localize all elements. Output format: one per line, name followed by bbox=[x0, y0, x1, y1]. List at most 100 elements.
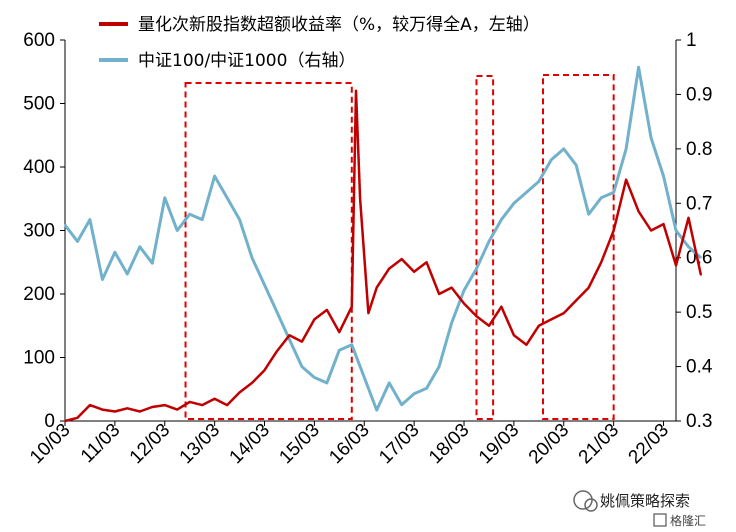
data-point-excess-return bbox=[64, 420, 66, 422]
data-point-csi-ratio bbox=[176, 229, 179, 232]
data-point-excess-return bbox=[612, 229, 615, 232]
left-y-axis: 0 100 200 300 400 500 600 bbox=[23, 30, 65, 432]
left-tick-label: 200 bbox=[23, 284, 55, 305]
x-axis: 10/03 11/03 12/03 13/03 14/03 15/03 16/03 17/03… bbox=[26, 420, 673, 468]
data-point-excess-return bbox=[575, 299, 578, 302]
data-point-excess-return bbox=[201, 404, 203, 406]
x-tick-label: 20/03 bbox=[525, 420, 573, 468]
legend-label-excess-return: 量化次新股指数超额收益率（%，较万得全A，左轴） bbox=[138, 15, 540, 35]
data-point-excess-return bbox=[475, 315, 478, 318]
data-point-csi-ratio bbox=[450, 322, 453, 324]
x-tick-label: 17/03 bbox=[375, 420, 423, 468]
data-point-csi-ratio bbox=[650, 137, 652, 139]
data-point-excess-return bbox=[375, 286, 378, 289]
left-tick-label: 0 bbox=[44, 411, 55, 432]
data-point-excess-return bbox=[188, 401, 191, 403]
right-tick-label: 1 bbox=[686, 30, 697, 51]
series-line-csi-ratio bbox=[63, 65, 702, 412]
data-point-csi-ratio bbox=[525, 191, 528, 194]
data-point-excess-return bbox=[338, 331, 341, 333]
data-point-excess-return bbox=[488, 324, 490, 327]
data-point-csi-ratio bbox=[575, 164, 578, 166]
data-point-excess-return bbox=[400, 258, 403, 260]
data-point-excess-return bbox=[587, 286, 590, 289]
data-point-excess-return bbox=[675, 264, 677, 267]
wechat-icon-bubble bbox=[584, 498, 598, 512]
x-tick-label: 12/03 bbox=[126, 420, 174, 468]
data-point-excess-return bbox=[76, 417, 79, 419]
data-point-csi-ratio bbox=[139, 246, 141, 248]
data-point-csi-ratio bbox=[326, 382, 328, 384]
data-point-excess-return bbox=[450, 286, 453, 289]
left-tick-label: 300 bbox=[23, 221, 55, 242]
data-point-csi-ratio bbox=[562, 148, 565, 150]
left-tick-label: 100 bbox=[23, 348, 55, 369]
plot-frame bbox=[64, 40, 677, 422]
watermark: 姚佩策略探索 格隆汇 bbox=[573, 490, 706, 528]
data-point-excess-return bbox=[562, 312, 565, 314]
data-point-csi-ratio bbox=[276, 311, 278, 313]
data-point-csi-ratio bbox=[662, 175, 665, 177]
data-point-csi-ratio bbox=[251, 256, 253, 259]
data-point-excess-return bbox=[700, 274, 702, 276]
data-point-excess-return bbox=[500, 305, 503, 308]
x-tick-label: 14/03 bbox=[226, 420, 274, 468]
data-point-excess-return bbox=[388, 267, 391, 270]
data-point-excess-return bbox=[350, 305, 353, 308]
highlight-box bbox=[541, 74, 615, 420]
right-tick-label: 0.7 bbox=[686, 193, 712, 214]
watermark-source: 格隆汇 bbox=[670, 513, 706, 528]
data-point-csi-ratio bbox=[413, 392, 415, 395]
data-point-excess-return bbox=[425, 261, 428, 264]
data-point-csi-ratio bbox=[213, 175, 216, 177]
left-tick-label: 600 bbox=[23, 30, 55, 51]
data-point-excess-return bbox=[139, 410, 141, 413]
data-point-csi-ratio bbox=[89, 218, 91, 221]
data-point-csi-ratio bbox=[425, 387, 428, 390]
x-tick-label: 11/03 bbox=[77, 420, 124, 467]
data-point-excess-return bbox=[89, 404, 91, 406]
data-point-excess-return bbox=[413, 270, 415, 273]
wechat-icon bbox=[573, 490, 593, 510]
data-point-csi-ratio bbox=[488, 240, 490, 243]
x-tick-label: 21/03 bbox=[575, 420, 623, 468]
legend-label-csi-ratio: 中证100/中证1000（右轴） bbox=[138, 51, 355, 71]
data-point-excess-return bbox=[163, 404, 166, 406]
x-tick-label: 15/03 bbox=[275, 420, 323, 468]
data-point-csi-ratio bbox=[226, 197, 228, 199]
data-point-csi-ratio bbox=[475, 267, 478, 270]
data-point-csi-ratio bbox=[500, 218, 503, 221]
data-point-csi-ratio bbox=[64, 224, 66, 226]
right-y-axis: 0.3 0.4 0.5 0.6 0.7 0.8 0.9 1 bbox=[676, 30, 713, 432]
data-point-excess-return bbox=[276, 350, 278, 352]
data-point-excess-return bbox=[313, 318, 316, 321]
data-point-csi-ratio bbox=[163, 197, 166, 199]
data-point-excess-return bbox=[151, 406, 154, 408]
data-point-csi-ratio bbox=[687, 246, 690, 248]
data-point-csi-ratio bbox=[263, 284, 266, 286]
data-point-excess-return bbox=[550, 318, 553, 321]
right-tick-label: 0.6 bbox=[686, 248, 712, 269]
x-tick-label: 16/03 bbox=[325, 420, 373, 468]
data-point-excess-return bbox=[176, 408, 179, 411]
x-tick-label: 22/03 bbox=[625, 420, 673, 468]
data-point-excess-return bbox=[213, 397, 216, 400]
data-point-excess-return bbox=[355, 90, 357, 92]
data-point-excess-return bbox=[126, 407, 129, 410]
gelonghui-logo-icon bbox=[653, 513, 667, 527]
data-point-csi-ratio bbox=[363, 376, 366, 379]
series-layer bbox=[63, 65, 703, 423]
data-point-excess-return bbox=[463, 302, 465, 305]
data-point-csi-ratio bbox=[550, 158, 553, 161]
series-line-excess-return bbox=[64, 89, 703, 423]
data-point-csi-ratio bbox=[675, 229, 677, 232]
x-tick-label: 19/03 bbox=[475, 420, 523, 468]
data-point-csi-ratio bbox=[463, 289, 465, 292]
data-point-csi-ratio bbox=[126, 273, 129, 275]
right-tick-label: 0.8 bbox=[686, 139, 712, 160]
highlight-box bbox=[184, 82, 353, 420]
legend: 量化次新股指数超额收益率（%，较万得全A，左轴） 中证100/中证1000（右轴… bbox=[99, 15, 540, 71]
data-point-csi-ratio bbox=[700, 256, 702, 259]
data-point-excess-return bbox=[288, 334, 291, 337]
